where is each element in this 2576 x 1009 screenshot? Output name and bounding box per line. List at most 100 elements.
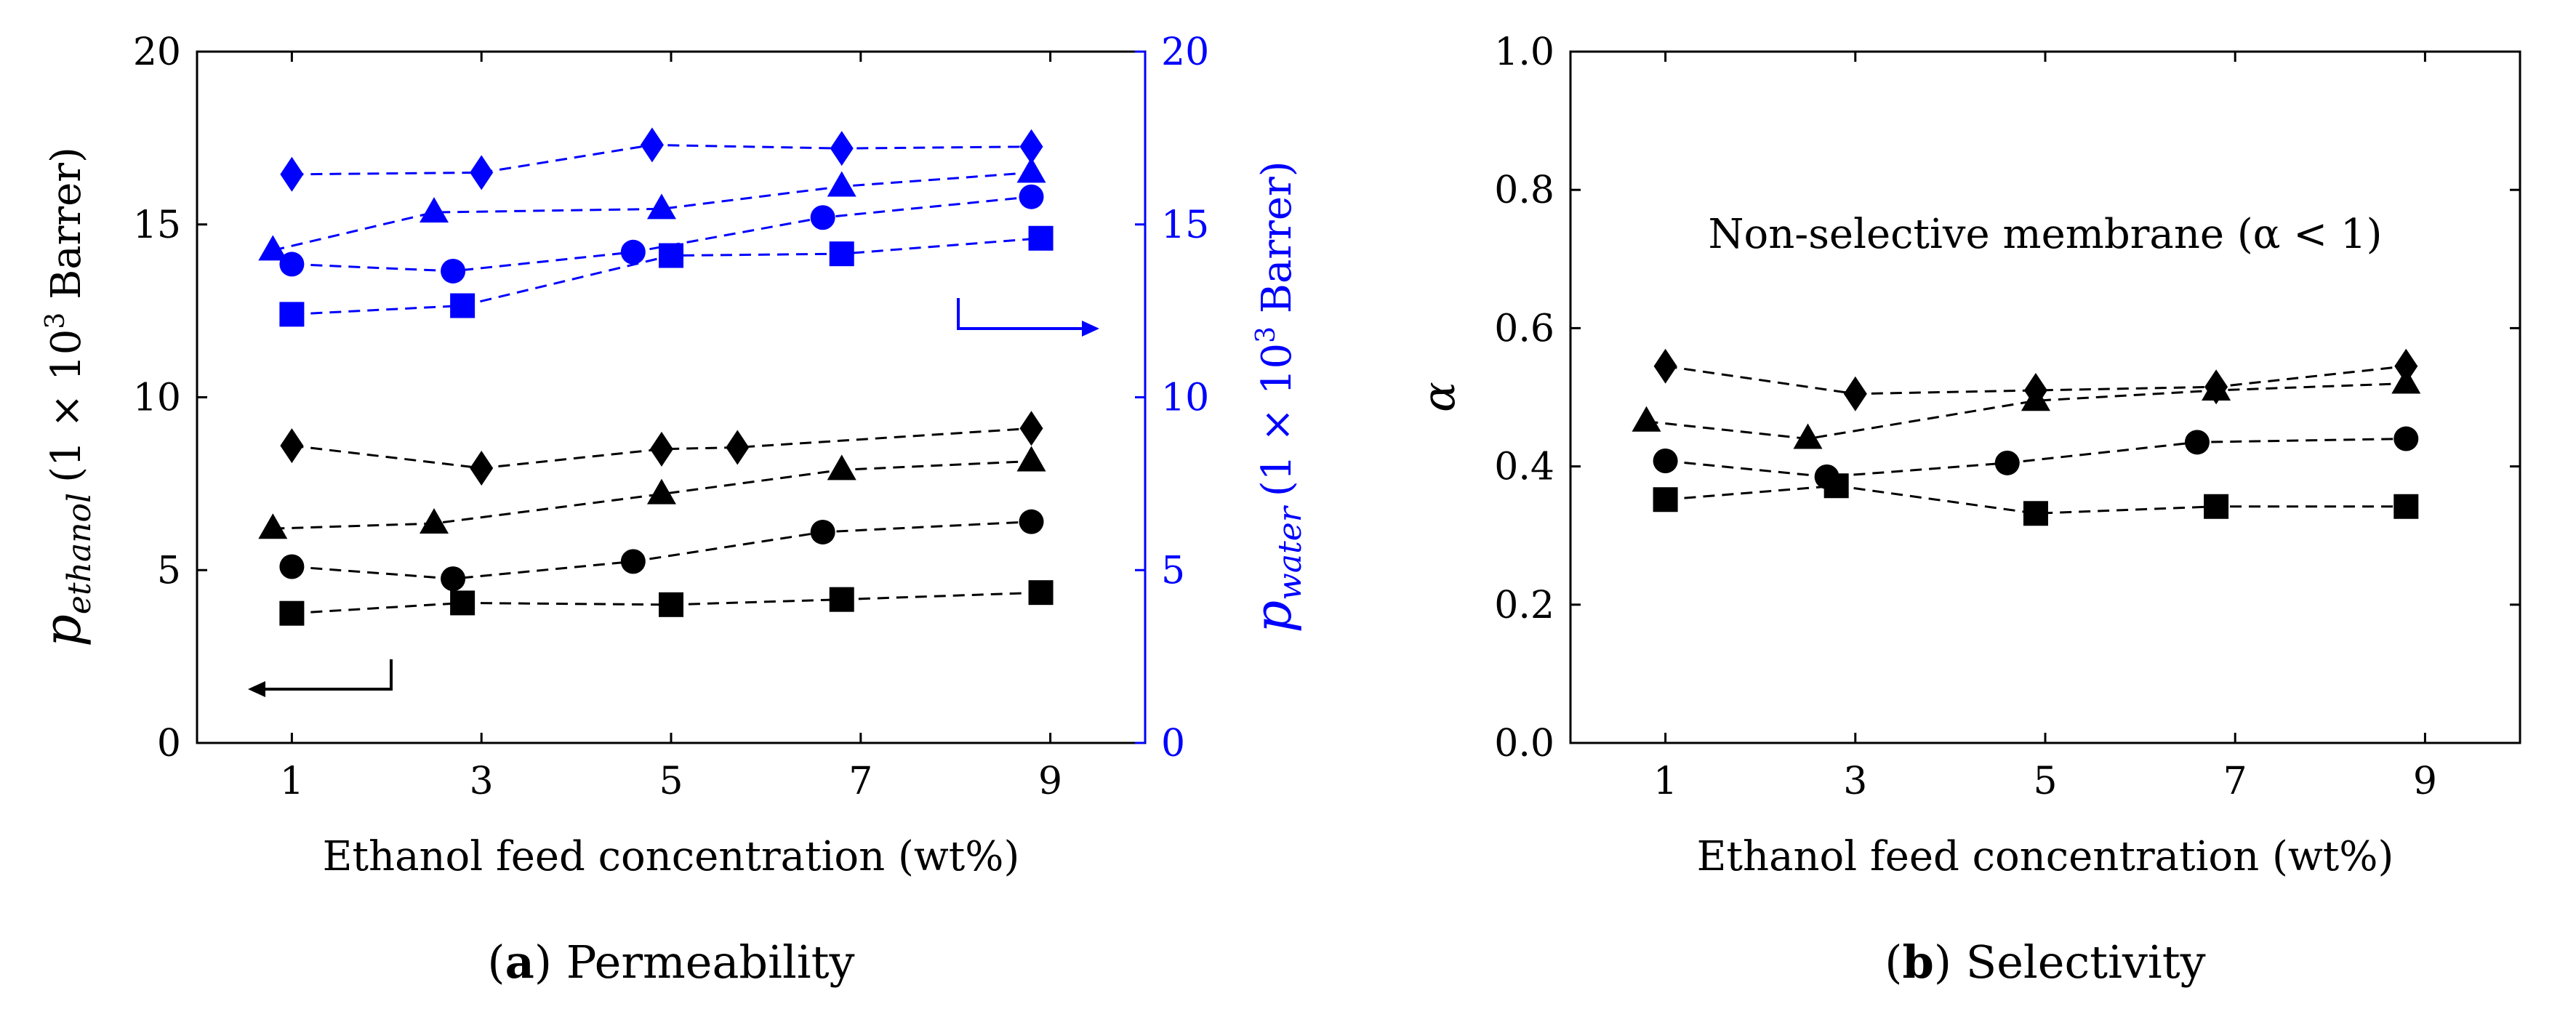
x-tick-label: 3 <box>1843 760 1867 803</box>
data-point-diamond <box>280 156 304 192</box>
y-tick-label: 0.4 <box>1494 446 1554 489</box>
data-point-square <box>659 592 683 617</box>
data-point-circle <box>620 549 646 574</box>
series-diamond-left <box>280 411 1043 486</box>
y-tick-label: 20 <box>133 31 181 74</box>
x-tick-label: 7 <box>848 760 872 803</box>
series-circle-right <box>279 184 1044 284</box>
y-tick-label: 0.0 <box>1494 722 1554 765</box>
series-line <box>292 520 1032 580</box>
data-point-circle <box>1019 509 1044 534</box>
x-tick-label: 3 <box>470 760 494 803</box>
x-tick-label: 5 <box>2033 760 2057 803</box>
data-point-diamond <box>1019 129 1043 164</box>
data-point-diamond <box>726 430 750 465</box>
data-point-diamond <box>470 155 494 190</box>
data-point-circle <box>279 554 305 579</box>
y-tick-label: 5 <box>157 549 181 592</box>
series-diamond-right <box>280 127 1043 192</box>
series-line <box>1665 365 2407 395</box>
series-square <box>1653 473 2419 526</box>
y-tick-label-right: 0 <box>1161 722 1185 765</box>
left-axis-arrow <box>248 659 393 697</box>
data-point-diamond <box>470 450 494 486</box>
series-triangle <box>1632 368 2421 449</box>
data-point-triangle <box>1016 157 1046 183</box>
data-point-circle <box>279 252 305 277</box>
y-tick-label-right: 20 <box>1161 31 1209 74</box>
series-circle-left <box>279 509 1044 592</box>
x-tick-label: 5 <box>659 760 683 803</box>
caption-b: (b) Selectivity <box>1885 936 2205 989</box>
data-point-triangle <box>827 454 856 481</box>
data-point-triangle <box>2202 374 2231 401</box>
data-point-circle <box>2184 430 2210 455</box>
data-point-triangle <box>646 193 676 220</box>
data-point-circle <box>1994 450 2020 475</box>
series-line <box>1665 484 2407 515</box>
data-point-diamond <box>1843 376 1867 411</box>
series-line <box>292 143 1032 176</box>
data-point-diamond <box>640 127 664 163</box>
data-point-triangle <box>1793 423 1823 449</box>
series-circle <box>1653 426 2419 489</box>
data-point-square <box>450 293 476 318</box>
x-axis-label-a: Ethanol feed concentration (wt%) <box>323 833 1020 880</box>
data-point-circle <box>441 566 466 592</box>
data-point-triangle <box>420 197 449 223</box>
y-axis-label-right: pwater(1 × 103 Barrer) <box>1243 161 1309 632</box>
data-point-triangle <box>1632 406 1661 432</box>
selectivity-chart: 1 3 5 7 9 0.0 0.2 0.4 0.6 0.8 1.0 Non-selective me… <box>1412 31 2521 989</box>
annotation-non-selective: Non-selective membrane (α < 1) <box>1708 211 2382 258</box>
permeability-chart: 1 3 5 7 9 0 5 10 15 20 0 5 10 15 20 Ethanol feed conce… <box>33 31 1309 989</box>
data-point-circle <box>1653 448 1678 473</box>
data-point-square <box>659 243 683 268</box>
y-tick-label-right: 15 <box>1161 204 1209 247</box>
data-point-square <box>1653 487 1678 512</box>
data-point-circle <box>810 205 835 230</box>
y-tick-label: 0.6 <box>1494 307 1554 350</box>
x-axis-label-b: Ethanol feed concentration (wt%) <box>1697 833 2394 880</box>
y-tick-label: 1.0 <box>1494 31 1554 74</box>
data-point-triangle <box>258 235 288 261</box>
data-point-diamond <box>649 431 673 467</box>
data-point-square <box>279 600 305 626</box>
data-point-triangle <box>258 513 288 539</box>
y-tick-label: 0.2 <box>1494 584 1554 627</box>
x-tick-label: 1 <box>1653 760 1677 803</box>
data-point-square <box>1028 580 1054 606</box>
y-tick-label-right: 5 <box>1161 549 1185 592</box>
data-point-square <box>2394 494 2419 519</box>
x-tick-label: 9 <box>2413 760 2437 803</box>
y-tick-label: 0.8 <box>1494 169 1554 212</box>
caption-a: (a) Permeability <box>487 936 854 989</box>
series-triangle-right <box>258 157 1046 261</box>
data-point-circle <box>620 239 646 265</box>
data-point-square <box>2204 494 2229 519</box>
data-point-circle <box>2394 426 2419 451</box>
y-tick-label: 10 <box>133 377 181 420</box>
data-point-circle <box>1019 184 1044 209</box>
data-point-square <box>829 587 854 612</box>
series-line <box>1665 438 2407 478</box>
data-point-square <box>2023 501 2048 526</box>
data-point-square <box>279 302 305 327</box>
data-point-diamond <box>280 428 304 464</box>
data-point-triangle <box>2391 368 2421 394</box>
series-triangle-left <box>258 446 1046 539</box>
data-point-circle <box>810 519 835 544</box>
data-point-square <box>450 590 476 616</box>
data-point-diamond <box>1019 411 1043 446</box>
data-point-triangle <box>646 478 676 504</box>
x-tick-label: 7 <box>2223 760 2247 803</box>
y-axis-label-left: pethanol(1 × 103 Barrer) <box>33 147 98 647</box>
data-point-triangle <box>1016 446 1046 472</box>
series-square-right <box>279 225 1054 327</box>
y-tick-label-right: 10 <box>1161 377 1209 420</box>
data-point-triangle <box>2021 385 2050 411</box>
y-tick-label: 0 <box>157 722 181 765</box>
data-point-diamond <box>830 131 854 166</box>
plot-frame-a <box>196 50 1147 744</box>
x-tick-label: 9 <box>1038 760 1062 803</box>
